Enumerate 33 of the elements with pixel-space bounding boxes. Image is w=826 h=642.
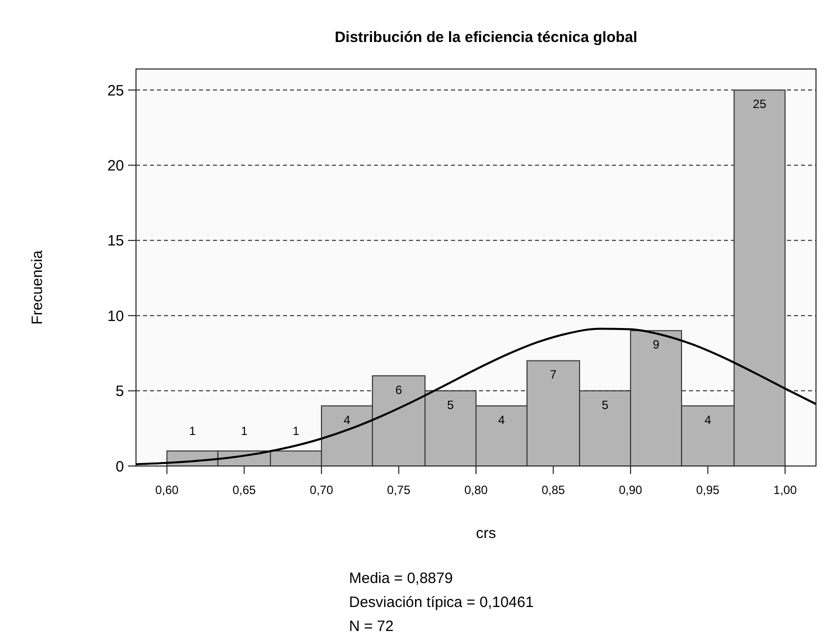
chart-title: Distribución de la eficiencia técnica global (334, 29, 638, 46)
y-axis-title: Frecuencia (29, 250, 46, 325)
text: Media = 0,8879 (349, 570, 453, 587)
data-label: 9 (652, 338, 660, 352)
x-axis-title: crs (476, 525, 496, 542)
y-tick-label: 5 (116, 383, 124, 400)
x-tick-label: 0,95 (696, 483, 720, 497)
x-tick-label: 0,60 (155, 483, 179, 497)
x-tick-label: 0,90 (618, 483, 643, 497)
x-tick-label: 0,80 (464, 483, 488, 497)
data-label: 7 (550, 368, 557, 382)
x-tick-label: 1,00 (773, 483, 798, 497)
y-tick-label: 0 (116, 458, 124, 476)
x-tick-label: 0,75 (387, 483, 411, 497)
x-tick-label: 0,65 (232, 483, 256, 497)
data-label: 4 (704, 412, 712, 427)
text: N = 72 (349, 618, 394, 635)
data-label: 5 (602, 398, 609, 412)
data-label: 1 (292, 424, 300, 438)
text: Desviación típica = 0,10461 (349, 594, 534, 611)
data-label: 25 (752, 97, 767, 112)
data-label: 1 (240, 424, 248, 438)
data-label: 4 (498, 412, 506, 427)
data-label: 5 (447, 398, 454, 412)
y-tick-label: 15 (107, 232, 124, 250)
data-label: 1 (189, 424, 196, 438)
y-tick-label: 10 (107, 308, 124, 325)
x-tick-label: 0,85 (542, 483, 566, 497)
data-label: 6 (395, 382, 402, 397)
y-tick-label: 25 (107, 82, 124, 100)
y-tick-label: 20 (107, 157, 124, 174)
x-tick-label: 0,70 (310, 483, 334, 497)
data-label: 4 (344, 412, 351, 427)
